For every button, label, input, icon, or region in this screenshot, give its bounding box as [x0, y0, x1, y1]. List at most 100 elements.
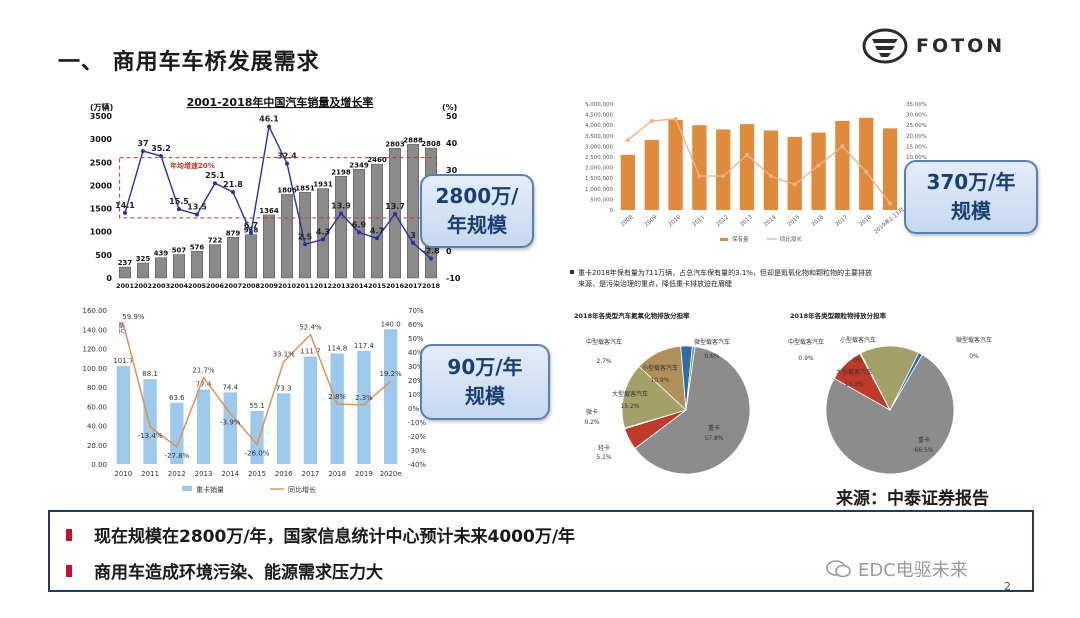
chart1-title: 2001-2018年中国汽车销量及增长率	[187, 95, 374, 109]
chart2-ytick-left: 5,000,000	[585, 102, 613, 108]
chart3-bar-label: 111.7	[300, 347, 320, 355]
chart3-ytick-right: 30%	[408, 363, 424, 371]
chart1-growth-point	[357, 230, 361, 235]
chart1-growth-line	[124, 124, 432, 260]
chart3-legend-bar: 重卡销量	[196, 485, 224, 494]
page-number: 2	[1004, 580, 1011, 593]
chart1-bar	[262, 214, 276, 279]
pie-pm-label-micro-bus: 微型载客汽车	[956, 336, 992, 344]
chart3-growth-line	[122, 323, 392, 449]
chart3-growth-label: 2.8%	[328, 393, 346, 401]
chart2-growth-point	[888, 201, 893, 206]
source-label: 来源：中泰证券报告	[836, 489, 989, 509]
chart1-xtick: 2016	[386, 282, 405, 290]
chart3-growth-label: 21.7%	[192, 367, 215, 375]
chart3-ytick-right: -20%	[408, 433, 426, 441]
chart2-xtick: 2014	[763, 214, 778, 228]
chart3-growth-label: 2.3%	[355, 394, 373, 402]
pie-nox-slice	[685, 345, 696, 411]
chart1-ylabel-left: (万辆)	[90, 102, 113, 112]
pie-nox-label-heavy: 重卡	[708, 424, 720, 432]
holding-chart: 0 500,000 1,000,000 1,500,000 2,000,000 2,500…	[572, 98, 964, 248]
chart2-legend-bar: 保有量	[732, 235, 749, 243]
bullet-item-2: 商用车造成环境污染、能源需求压力大	[66, 558, 383, 583]
chart3-xtick: 2019	[355, 470, 373, 478]
pie-nox-label-small-bus: 小型载客汽车	[642, 364, 678, 372]
chart1-bar-label: 2349	[349, 161, 369, 169]
chart2-ytick-left: 3,500,000	[585, 134, 613, 140]
chart3-bar	[143, 379, 157, 464]
chart1-bar	[136, 262, 150, 279]
pie-pm-value-mid-bus: 0.9%	[798, 355, 814, 362]
chart3-growth-label: -3.9%	[220, 418, 241, 426]
pie-nox-slice	[621, 365, 687, 429]
sales-growth-chart: 2001-2018年中国汽车销量及增长率 (万辆) (%) 0 500 1000 1500 2…	[80, 92, 480, 300]
chart3-bar-label: 74.4	[222, 383, 238, 391]
chart1-bar	[154, 257, 168, 279]
chart2-ytick-left: 4,000,000	[585, 123, 613, 129]
chart3-bar-label: 117.4	[354, 342, 375, 350]
chart3-xtick: 2012	[168, 470, 186, 478]
chart1-ylabel-right: (%)	[442, 103, 457, 112]
pie-pm-label-large-bus: 大型载客汽车	[836, 368, 872, 376]
chart1-growth-label: 6.7	[244, 221, 258, 230]
chart3-ytick-right: 60%	[408, 321, 424, 329]
bullet-text-2: 商用车造成环境污染、能源需求压力大	[94, 563, 383, 583]
chart3-ytick-left: 80.00	[87, 384, 107, 392]
chart1-growth-label: 3	[410, 231, 416, 240]
pie-pm-value-large-bus: 13.3%	[844, 381, 863, 388]
chart2-xtick: 2018	[858, 214, 873, 228]
wechat-icon	[826, 560, 851, 578]
chart2-xtick: 2016	[811, 214, 826, 228]
chart3-ytick-left: 140.00	[83, 326, 108, 334]
chart1-bar-label: 325	[136, 255, 151, 263]
chart1-growth-point	[213, 181, 217, 186]
pie-pm-value-small-bus: 0%	[853, 357, 863, 364]
chart3-bar-label: 73.3	[276, 384, 292, 392]
chart3-ytick-right: -30%	[408, 447, 426, 455]
chart3-ytick-right: 40%	[408, 349, 424, 357]
chart1-bar-label: 507	[172, 247, 187, 255]
chart3-ytick-left: 60.00	[87, 403, 107, 411]
chart2-xtick: 2012	[715, 214, 730, 228]
chart1-xtick: 2011	[296, 282, 315, 290]
chart1-ytick-left: 2500	[90, 158, 113, 167]
pie-nox-title: 2018年各类型汽车氮氧化物排放分担率	[574, 311, 690, 320]
callout-90-line2: 规模	[465, 384, 505, 408]
chart1-bar-label: 1806	[277, 186, 297, 194]
chart1-bar	[352, 169, 366, 279]
chart1-xtick: 2012	[314, 282, 332, 290]
chart3-ylabel: 万辆	[118, 322, 126, 334]
chart1-bar	[370, 163, 384, 279]
chart2-bar	[811, 132, 826, 210]
chart1-xtick: 2018	[422, 282, 441, 290]
chart1-ytick-left: 0	[106, 274, 112, 283]
chart1-growth-label: 32.4	[277, 152, 297, 161]
chart1-xtick: 2008	[242, 282, 261, 290]
emission-pie-panel: 重卡2018年保有量为711万辆，占总汽车保有量的3.1%，但却是氮氧化物和颗粒…	[564, 262, 1010, 486]
chart1-growth-point	[321, 237, 325, 242]
chart1-xtick: 2007	[224, 282, 242, 290]
chart2-bar	[787, 136, 802, 210]
chart2-ytick-right: 35.00%	[906, 102, 927, 108]
chart1-growth-point	[411, 240, 415, 245]
chart1-bar	[190, 251, 204, 279]
chart1-growth-label: 4.7	[370, 226, 384, 235]
chart3-bar-label: 101.7	[113, 357, 133, 365]
chart2-growth-point	[816, 163, 821, 168]
chart1-xtick: 2006	[206, 282, 225, 290]
chart3-ytick-right: 70%	[408, 307, 424, 315]
chart2-bar	[835, 120, 850, 210]
chart1-ytick-left: 500	[95, 251, 112, 260]
chart2-ytick-left: 3,000,000	[585, 144, 613, 150]
foton-emblem-icon	[862, 28, 908, 64]
chart2-growth-point	[649, 118, 654, 123]
chart1-xtick: 2003	[152, 282, 170, 290]
chart1-bar-label: 1931	[313, 181, 333, 189]
chart1-growth-point	[267, 124, 271, 129]
chart1-growth-label: 4.3	[316, 227, 330, 236]
chart3-ytick-left: 0.00	[91, 461, 107, 469]
chart3-bar	[223, 392, 237, 464]
chart2-growth-point	[673, 116, 678, 121]
chart1-growth-label: 37	[137, 139, 148, 148]
